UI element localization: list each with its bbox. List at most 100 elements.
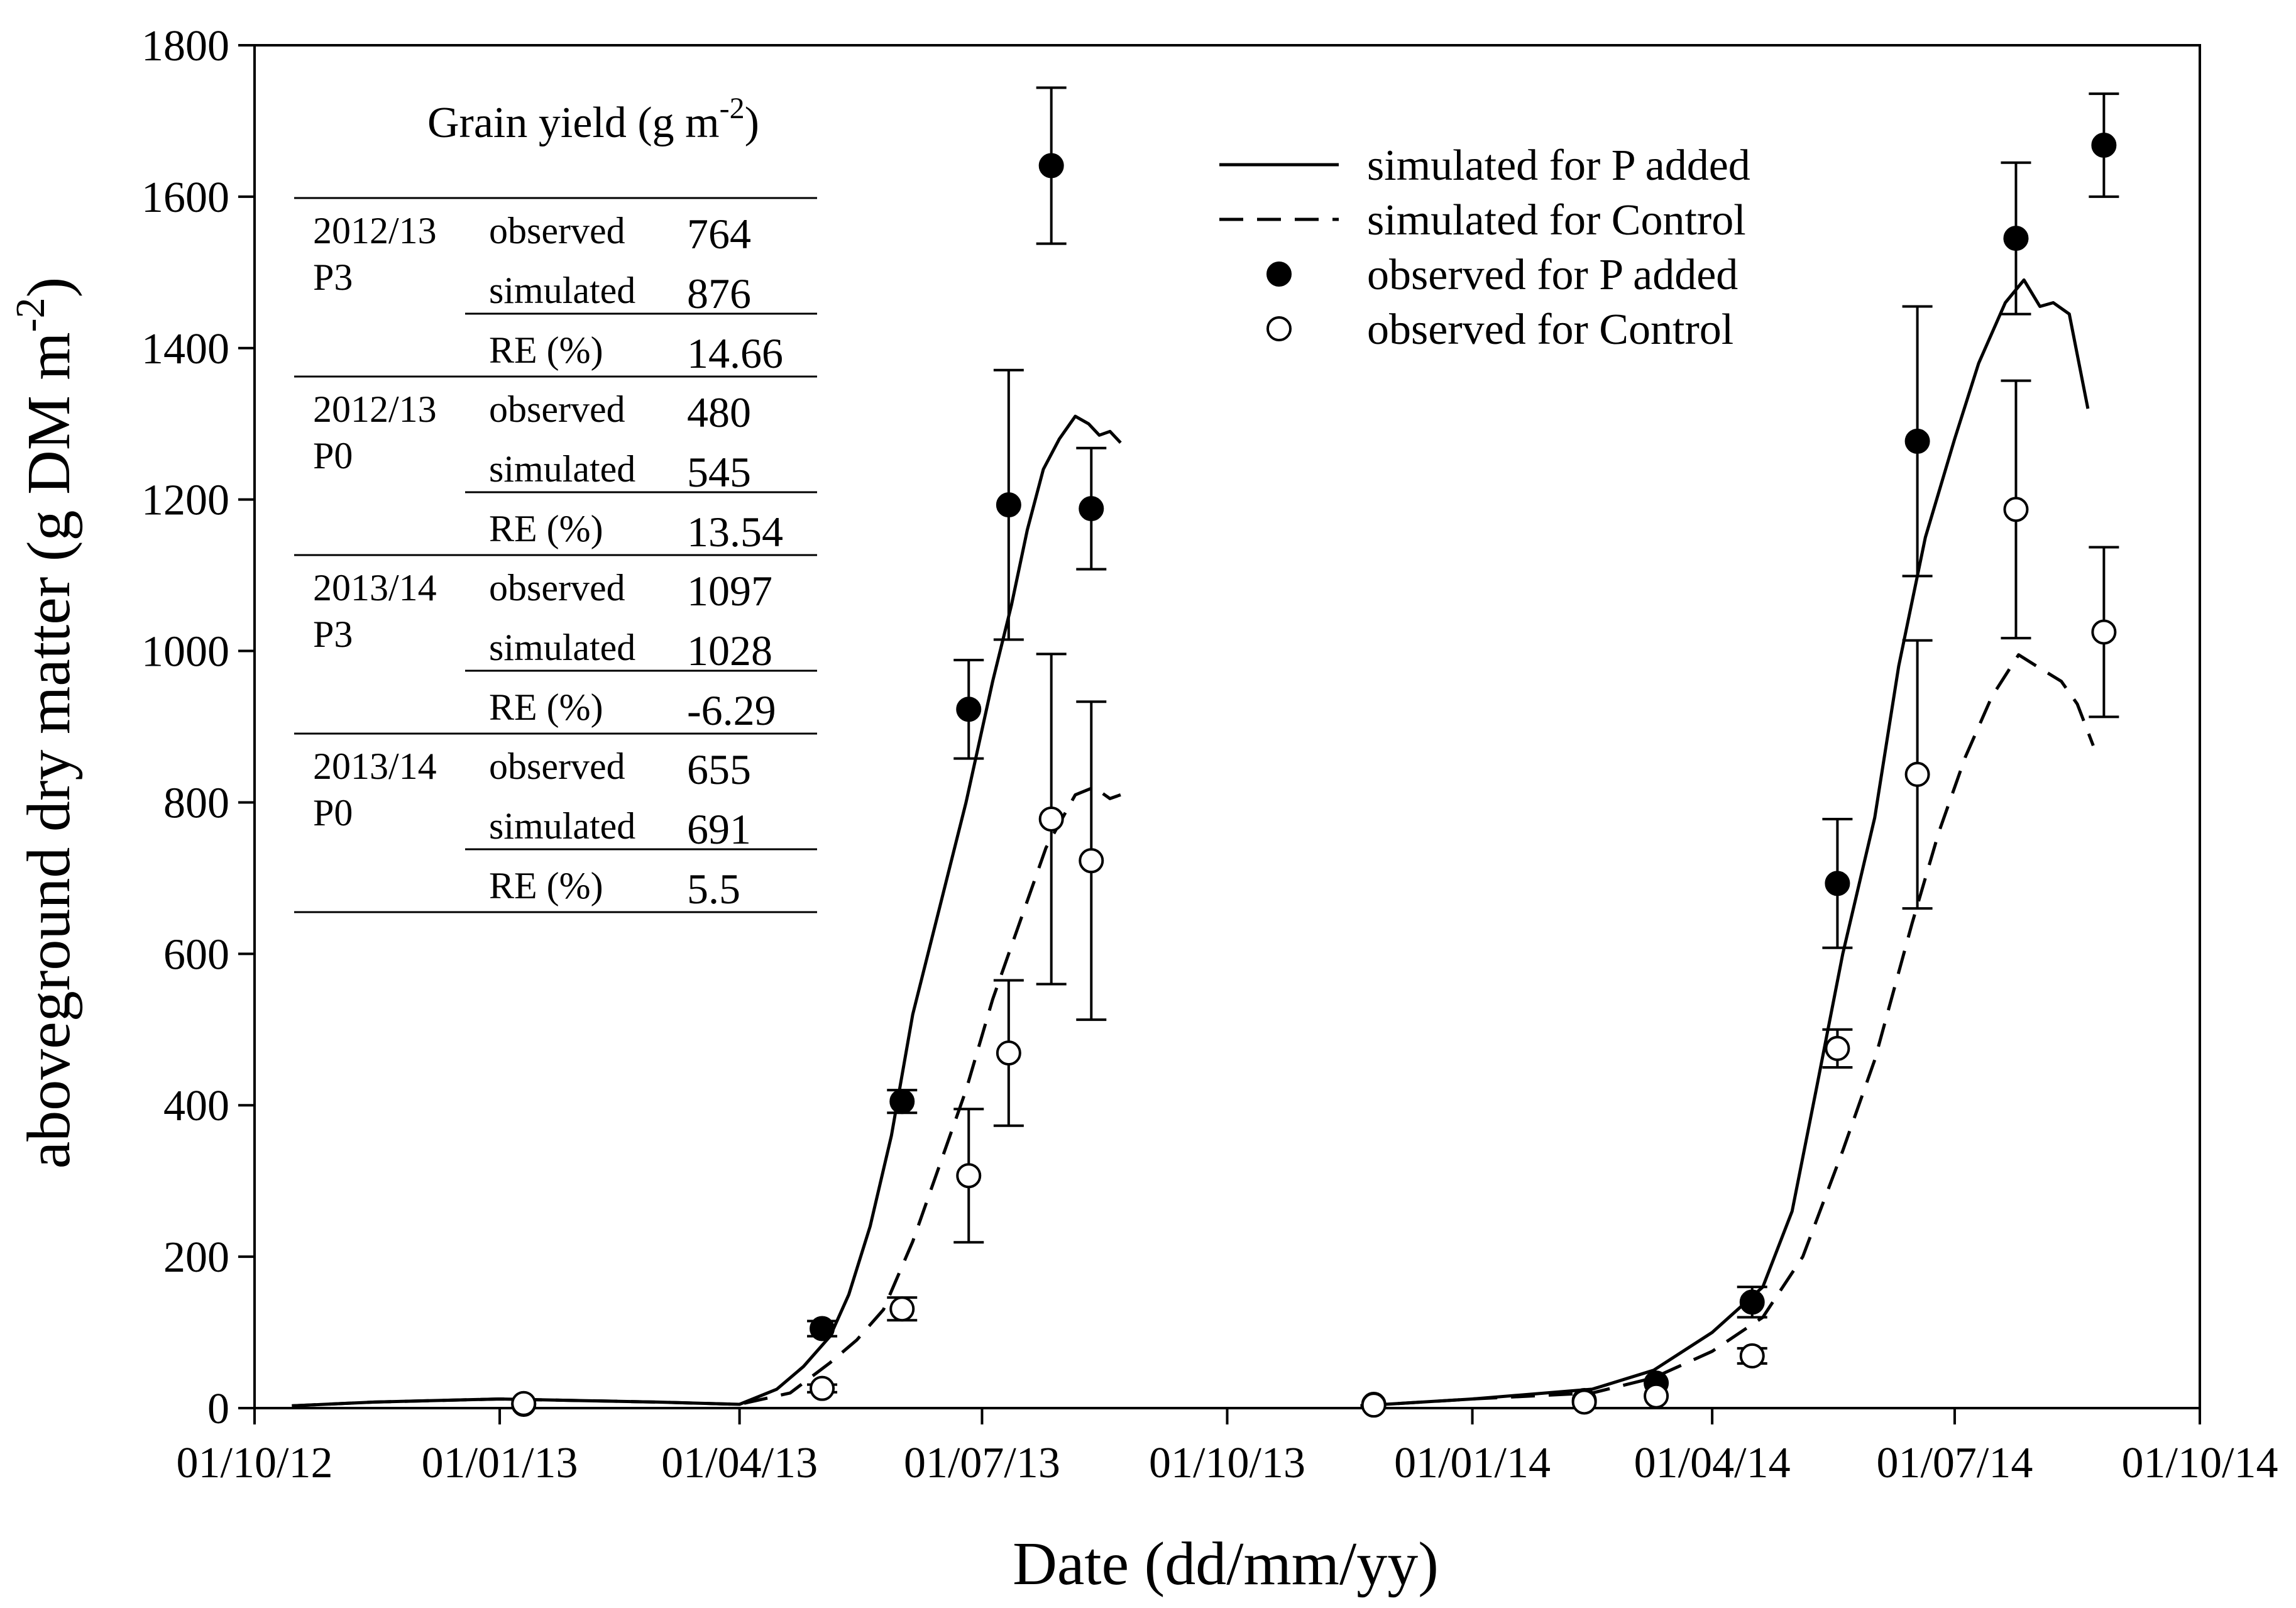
y-tick-label: 0 xyxy=(207,1385,229,1433)
data-point-p-added xyxy=(889,1089,915,1115)
table-row-label: simulated xyxy=(489,805,635,847)
x-tick-label: 01/07/13 xyxy=(904,1439,1060,1487)
y-tick-label: 1600 xyxy=(141,173,229,222)
legend-label: simulated for Control xyxy=(1367,196,1746,245)
series-line-p-added-simulated xyxy=(1360,278,2090,1407)
x-axis-label: Date (dd/mm/yy) xyxy=(1013,1530,1439,1598)
table-row-value: 13.54 xyxy=(687,508,783,556)
data-point-p-added xyxy=(1739,1289,1765,1315)
y-tick-label: 600 xyxy=(163,930,229,979)
data-point-control xyxy=(1644,1383,1669,1409)
data-point-control xyxy=(1571,1389,1597,1415)
y-axis-label: aboveground dry matter (g DM m-2) xyxy=(8,277,83,1169)
data-point-control xyxy=(1739,1343,1765,1368)
y-axis-label-base: aboveground dry matter (g DM m xyxy=(15,332,83,1169)
table-row-value: 691 xyxy=(687,805,751,853)
table-row-label: observed xyxy=(489,567,625,609)
y-tick-label: 1200 xyxy=(141,476,229,525)
data-point-control xyxy=(1079,848,1104,874)
table-row-label: simulated xyxy=(489,448,635,490)
table-row-value: 5.5 xyxy=(687,865,740,913)
table-row-label: observed xyxy=(489,746,625,787)
x-tick-label: 01/01/13 xyxy=(422,1439,578,1487)
data-point-control xyxy=(1361,1392,1387,1418)
data-point-p-added xyxy=(1079,496,1104,522)
x-tick-label: 01/10/13 xyxy=(1149,1439,1305,1487)
data-point-control xyxy=(889,1296,915,1322)
data-point-p-added xyxy=(956,697,982,722)
y-tick-label: 800 xyxy=(163,779,229,827)
data-point-p-added xyxy=(996,492,1021,518)
inset-table-title-sup: -2 xyxy=(720,92,745,125)
table-season: 2013/14 xyxy=(313,746,437,787)
table-treatment: P0 xyxy=(313,792,353,834)
legend-swatch-filled-circle xyxy=(1266,262,1292,287)
inset-table-title: Grain yield (g m-2) xyxy=(427,92,759,147)
table-row-value: -6.29 xyxy=(687,686,776,734)
x-tick-label: 01/10/12 xyxy=(177,1439,333,1487)
series-line-control-simulated xyxy=(1360,653,2095,1407)
y-tick-label: 400 xyxy=(163,1082,229,1130)
table-row-value: 14.66 xyxy=(687,329,783,377)
chart-plot-area xyxy=(292,86,2119,1418)
data-point-p-added xyxy=(810,1316,835,1341)
data-point-control xyxy=(1825,1035,1850,1061)
table-row-value: 1097 xyxy=(687,567,772,615)
data-point-control xyxy=(810,1375,835,1401)
table-row-label: RE (%) xyxy=(489,686,603,728)
series-line-control-simulated xyxy=(292,785,1121,1407)
x-tick-label: 01/07/14 xyxy=(1876,1439,2033,1487)
legend-label: simulated for P added xyxy=(1367,141,1750,190)
legend-label: observed for Control xyxy=(1367,306,1733,354)
data-point-control xyxy=(2003,497,2029,522)
legend: simulated for P added simulated for Contr… xyxy=(1219,141,1750,354)
data-point-control xyxy=(1038,806,1064,832)
table-row-label: simulated xyxy=(489,627,635,668)
table-row-value: 764 xyxy=(687,210,751,258)
x-tick-label: 01/10/14 xyxy=(2122,1439,2278,1487)
legend-swatch-open-circle xyxy=(1266,316,1292,341)
table-treatment: P3 xyxy=(313,614,353,655)
y-tick-label: 1800 xyxy=(141,22,229,70)
x-tick-label: 01/04/13 xyxy=(661,1439,818,1487)
x-tick-label: 01/01/14 xyxy=(1394,1439,1551,1487)
table-row-value: 655 xyxy=(687,746,751,793)
table-row-value: 876 xyxy=(687,270,751,317)
table-row-label: RE (%) xyxy=(489,508,603,549)
x-tick-label: 01/04/14 xyxy=(1634,1439,1791,1487)
chart-axes: 0 200 400 600 800 1000 1200 1400 1600 1800 01/10/1… xyxy=(141,22,2278,1487)
table-season: 2013/14 xyxy=(313,567,437,609)
data-point-control xyxy=(1904,761,1930,787)
y-tick-label: 200 xyxy=(163,1233,229,1282)
table-row-value: 1028 xyxy=(687,627,772,675)
table-treatment: P3 xyxy=(313,256,353,298)
data-point-control xyxy=(996,1040,1021,1066)
data-point-control xyxy=(511,1390,537,1416)
inset-table-title-base: Grain yield (g m xyxy=(427,99,720,147)
data-point-control xyxy=(956,1163,982,1189)
y-axis-label-close: ) xyxy=(15,277,83,298)
data-point-p-added xyxy=(2003,226,2029,251)
data-point-p-added xyxy=(1038,153,1064,179)
data-point-p-added xyxy=(2091,132,2117,158)
table-row-label: observed xyxy=(489,388,625,430)
table-row-label: RE (%) xyxy=(489,329,603,371)
data-point-control xyxy=(2091,619,2117,645)
table-row-value: 545 xyxy=(687,448,751,496)
table-season: 2012/13 xyxy=(313,388,437,430)
table-treatment: P0 xyxy=(313,435,353,476)
inset-table-title-close: ) xyxy=(745,99,759,147)
table-row-label: RE (%) xyxy=(489,865,603,906)
y-axis-label-sup: -2 xyxy=(8,297,53,332)
legend-label: observed for P added xyxy=(1367,251,1738,299)
table-row-label: simulated xyxy=(489,270,635,311)
table-season: 2012/13 xyxy=(313,210,437,251)
table-row-label: observed xyxy=(489,210,625,251)
inset-table-grain-yield: Grain yield (g m-2) 2012/13 P3 observed 764 s… xyxy=(294,92,817,913)
y-tick-label: 1000 xyxy=(141,628,229,676)
y-tick-label: 1400 xyxy=(141,325,229,373)
table-row-value: 480 xyxy=(687,388,751,436)
data-point-p-added xyxy=(1825,871,1850,896)
data-point-p-added xyxy=(1904,428,1930,454)
